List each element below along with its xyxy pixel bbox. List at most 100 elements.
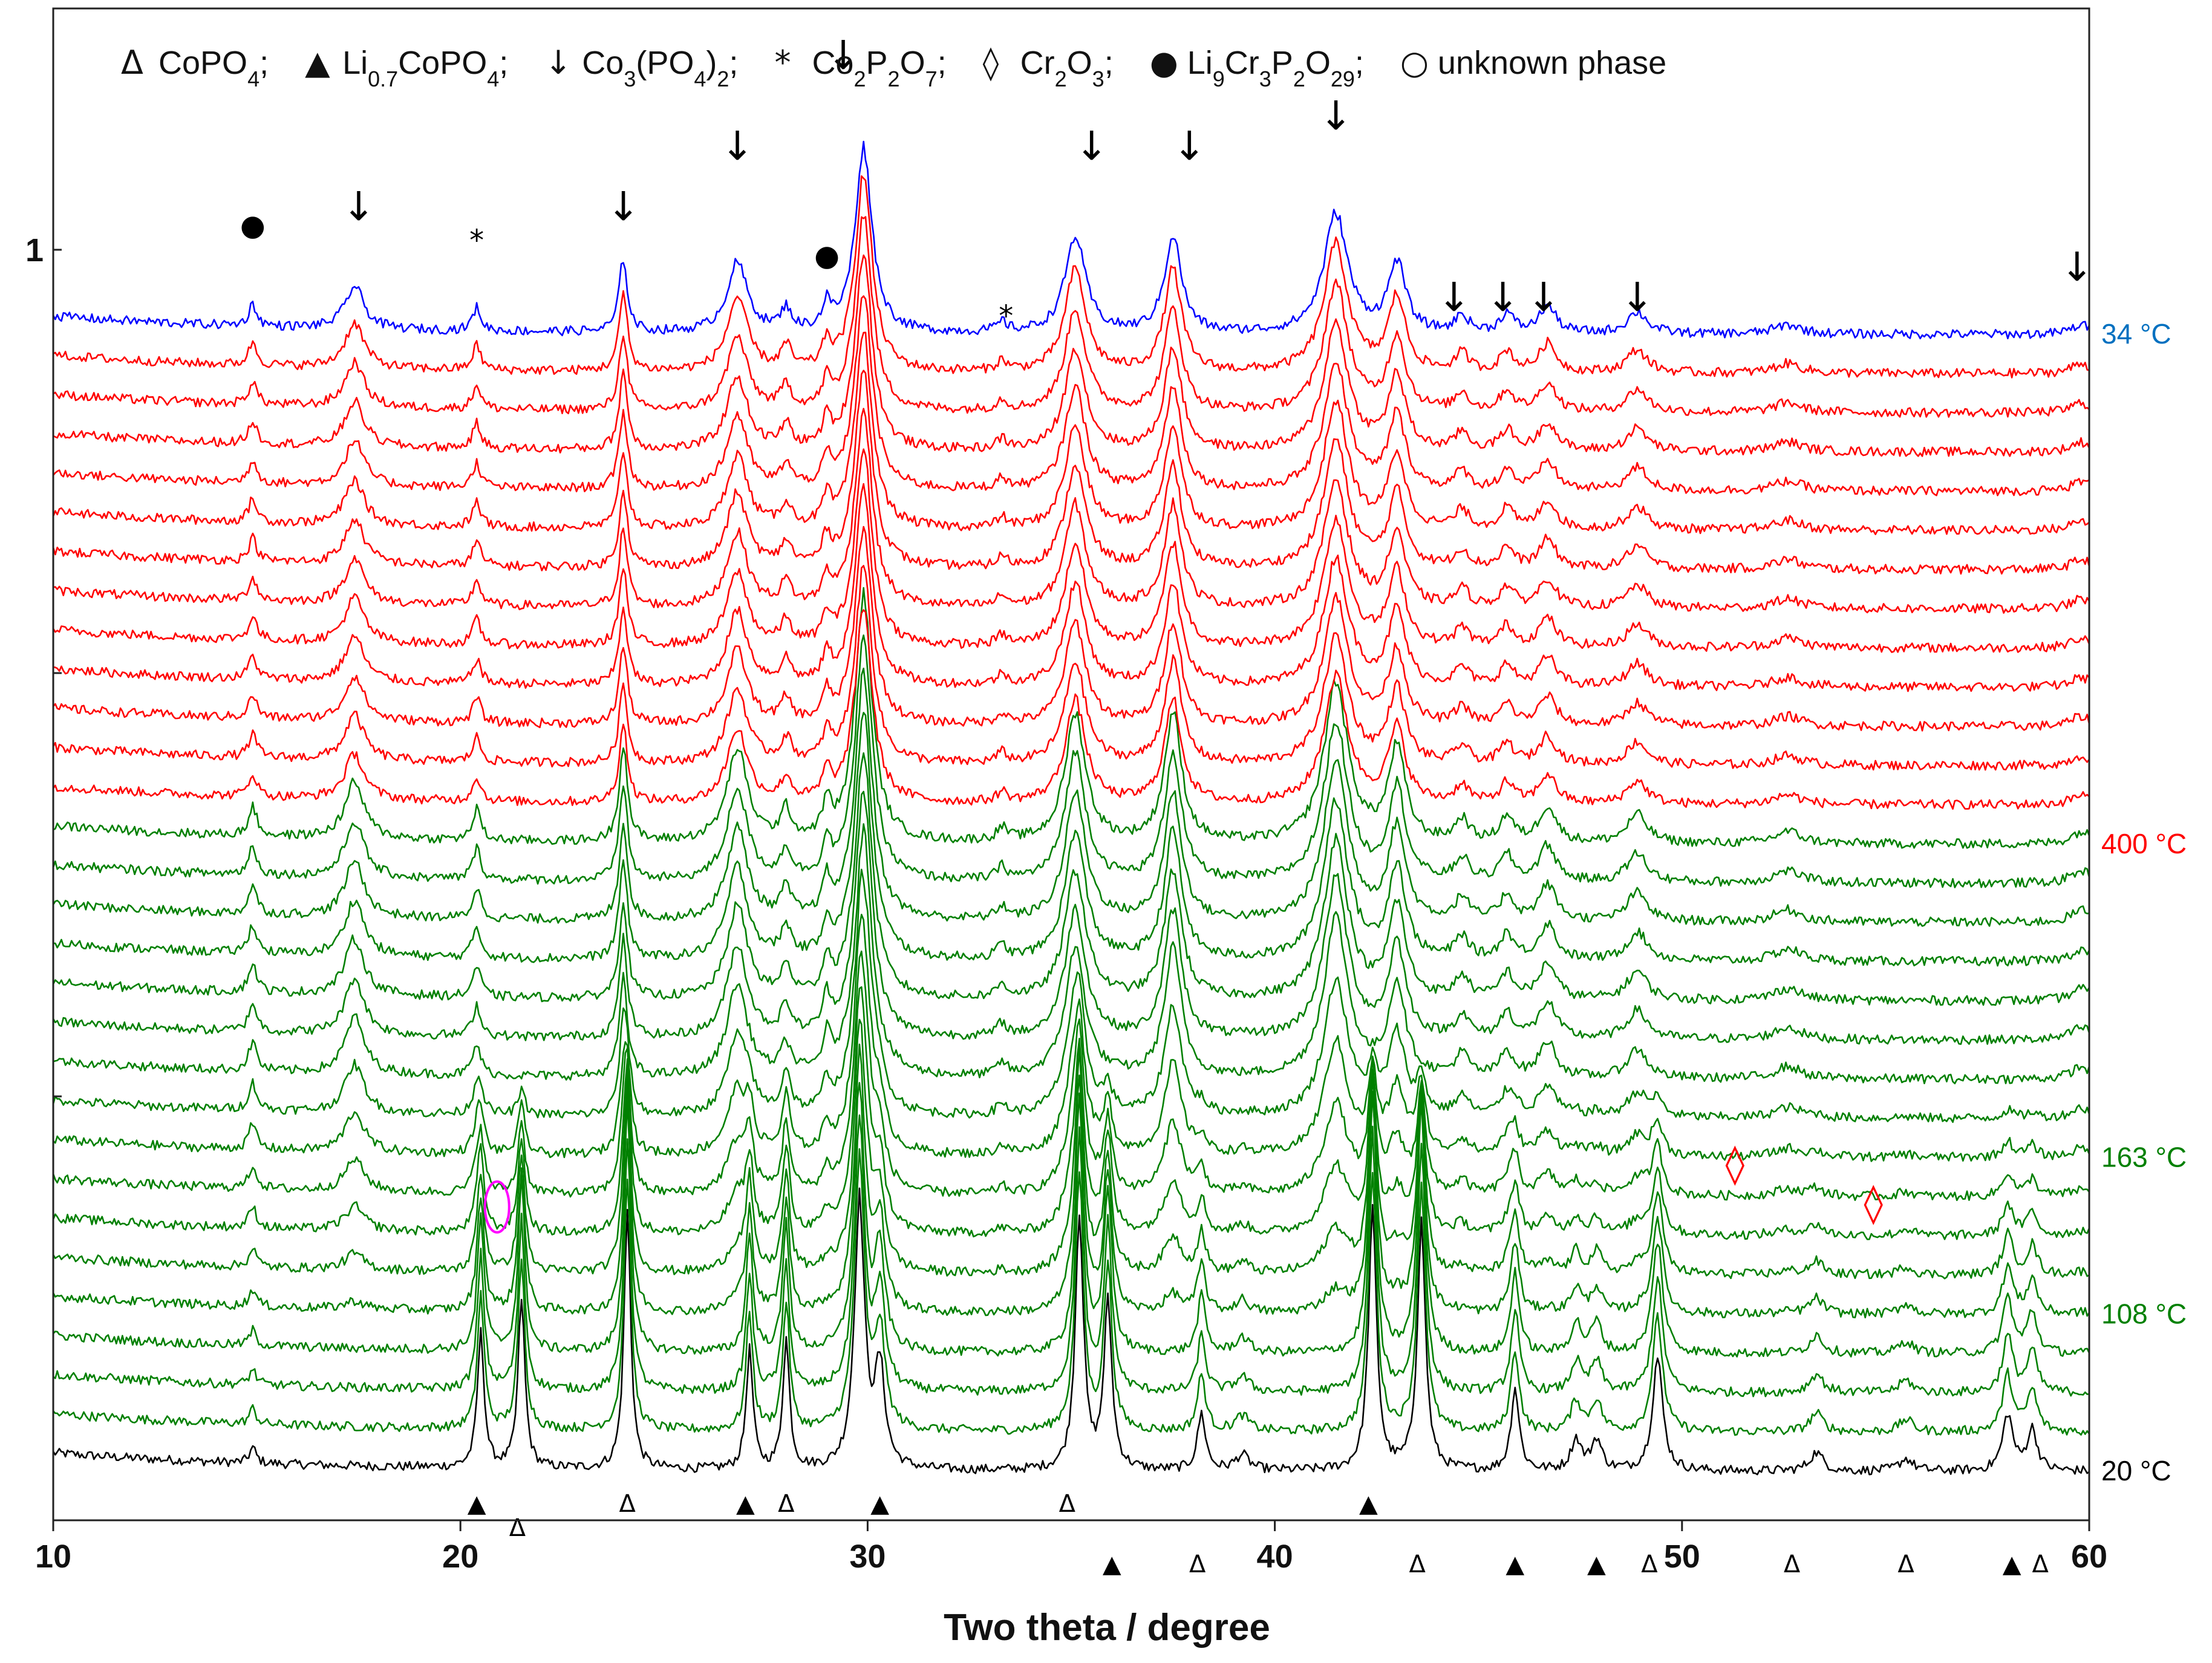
phase-marker: ↓: [2060, 244, 2093, 290]
legend-item: ● Li9Cr3P2O29;: [1150, 44, 1364, 91]
series-line: [52, 526, 2090, 732]
phase-marker: ↓: [1437, 274, 1470, 321]
x-tick-label: 60: [2071, 1538, 2107, 1575]
series-line: [52, 331, 2090, 535]
temperature-label: 34 °C: [2101, 318, 2171, 350]
x-tick-label: 30: [849, 1538, 886, 1575]
legend-label: Co3(PO4)2;: [582, 45, 738, 91]
temperature-label: 20 °C: [2101, 1455, 2171, 1486]
phase-marker: Δ: [1059, 1490, 1076, 1518]
phase-marker: Δ: [2032, 1551, 2049, 1578]
phase-marker: ↓: [720, 123, 754, 169]
y-tick-label: 1: [25, 232, 44, 268]
legend-label: Li9Cr3P2O29;: [1187, 45, 1364, 91]
legend-label: Co2P2O7;: [812, 45, 946, 91]
phase-marker: ▲: [1506, 1551, 1524, 1578]
phase-marker: Δ: [1897, 1551, 1914, 1578]
series-line: [52, 950, 2090, 1202]
series-line: [52, 868, 2090, 1123]
series-line: [53, 483, 2090, 692]
phase-marker: Δ: [778, 1490, 795, 1518]
legend-marker: ○: [1400, 44, 1429, 82]
series-line: [52, 986, 2090, 1240]
series-line: [53, 823, 2090, 1084]
phase-marker: ↓: [1620, 274, 1654, 321]
phase-marker: ▲: [468, 1490, 486, 1518]
series-line: [52, 1018, 2090, 1280]
axes-group: 10 20 30 40 50 60 1: [25, 7, 2107, 1575]
unknown-phase-marker: [483, 1180, 511, 1234]
temperature-label: 163 °C: [2101, 1141, 2187, 1173]
x-axis-title: Two theta / degree: [944, 1607, 1270, 1648]
series-line: [53, 712, 2090, 967]
legend: Δ CoPO4; ▲ Li0.7CoPO4; ↓ Co3(PO4)2; * Co2P2O7; ◊…: [121, 44, 1666, 91]
legend-marker: Δ: [121, 44, 143, 82]
series-line: [52, 790, 2090, 1045]
cr2o3-marker: ◊: [1726, 1142, 1745, 1186]
legend-item: ◊ Cr2O3;: [983, 44, 1114, 91]
series-line: [53, 587, 2090, 849]
traces-group: [52, 140, 2090, 1476]
phase-marker: Δ: [509, 1514, 526, 1542]
series-line: [53, 1114, 2090, 1398]
phase-marker: Δ: [1784, 1551, 1801, 1578]
legend-item: Δ CoPO4;: [121, 44, 269, 91]
series-line: [52, 634, 2090, 888]
series-line: [53, 254, 2090, 457]
legend-marker: ▲: [305, 44, 330, 82]
x-tick-label: 10: [35, 1538, 71, 1575]
phase-marker: ▲: [870, 1490, 889, 1518]
phase-marker: ●: [240, 209, 266, 242]
phase-marker: ↓: [1527, 274, 1560, 321]
plot-frame: [52, 7, 2090, 1521]
series-line: [52, 1187, 2090, 1476]
legend-label: unknown phase: [1438, 45, 1666, 81]
series-line: [53, 1082, 2090, 1358]
series-line: [52, 752, 2090, 1006]
phase-marker: ▲: [1359, 1490, 1378, 1518]
phase-marker: ↓: [607, 183, 640, 230]
legend-marker: ◊: [983, 44, 999, 82]
phase-marker: ●: [814, 239, 840, 273]
legend-marker: *: [774, 44, 791, 82]
legend-label: Cr2O3;: [1020, 45, 1114, 91]
series-line: [52, 565, 2090, 771]
legend-item: ↓ Co3(PO4)2;: [544, 44, 738, 91]
annotations-group: ● ↓*↓↓●↓*↓ ↓↓↓ ↓ ↓ ↓↓▲ΔΔ ▲ Δ ▲ Δ ▲▲ Δ Δ ▲ ▲ Δ Δ Δ ▲ Δ◊◊: [240, 32, 2094, 1578]
x-tick-label: 20: [442, 1538, 478, 1575]
series-line: [52, 668, 2090, 927]
phase-marker: Δ: [1641, 1551, 1658, 1578]
cr2o3-marker: ◊: [1864, 1181, 1883, 1226]
series-line: [53, 216, 2090, 418]
legend-label: Li0.7CoPO4;: [342, 45, 508, 91]
phase-marker: Δ: [1189, 1551, 1206, 1578]
series-line: [53, 295, 2090, 496]
phase-marker: ↓: [1486, 274, 1519, 321]
temperature-label: 400 °C: [2101, 828, 2187, 859]
phase-marker: ▲: [2003, 1551, 2021, 1578]
phase-marker: ↓: [1173, 123, 1206, 169]
legend-item: * Co2P2O7;: [774, 44, 946, 91]
series-line: [53, 1148, 2090, 1436]
legend-marker: ●: [1150, 44, 1178, 82]
phase-marker: *: [469, 224, 484, 258]
phase-marker: ▲: [736, 1490, 755, 1518]
temperature-labels: 34 °C 400 °C 163 °C 108 °C 20 °C: [2101, 318, 2187, 1486]
x-tick-label: 40: [1257, 1538, 1293, 1575]
legend-item: ▲ Li0.7CoPO4;: [305, 44, 508, 91]
series-line: [52, 369, 2090, 575]
series-line: [52, 140, 2090, 340]
series-line: [53, 914, 2090, 1162]
phase-marker: *: [999, 299, 1013, 333]
x-tick-label: 50: [1664, 1538, 1700, 1575]
series-line: [53, 175, 2090, 379]
phase-marker: Δ: [619, 1490, 636, 1518]
phase-marker: ↓: [342, 183, 375, 230]
phase-marker: ↓: [1075, 123, 1108, 169]
legend-label: CoPO4;: [158, 45, 269, 91]
temperature-label: 108 °C: [2101, 1298, 2187, 1330]
legend-item: ○ unknown phase: [1400, 44, 1666, 82]
phase-marker: ▲: [1587, 1551, 1606, 1578]
